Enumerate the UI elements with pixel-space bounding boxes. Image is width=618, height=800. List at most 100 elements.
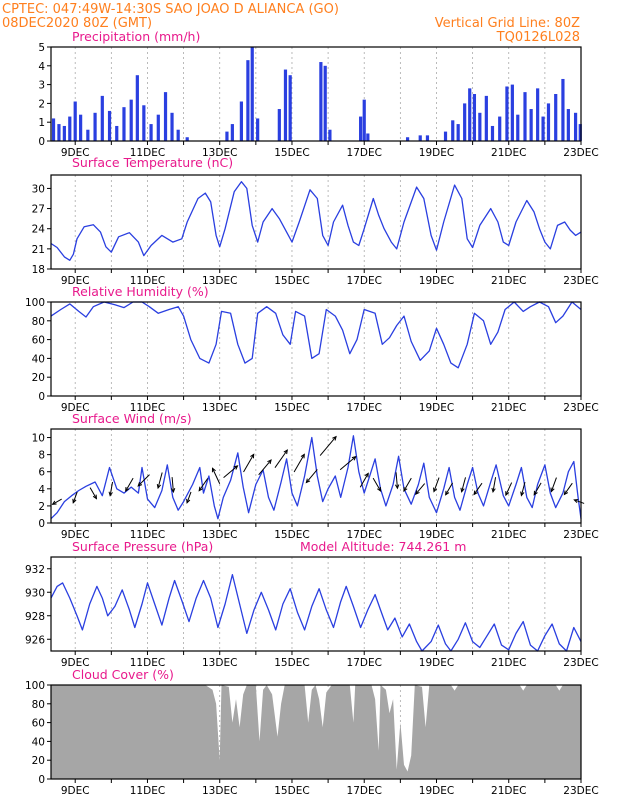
- precipitation-bar: [456, 124, 460, 141]
- precipitation-xtick-label: 19DEC: [419, 147, 454, 159]
- header-run-time: 08DEC2020 80Z (GMT): [2, 16, 152, 31]
- precipitation-xtick-label: 23DEC: [563, 147, 598, 159]
- humidity-xtick-label: 13DEC: [202, 402, 237, 414]
- humidity-ytick-label: 40: [32, 353, 45, 365]
- wind-arrow: [533, 482, 542, 496]
- wind-arrow: [198, 478, 209, 492]
- temperature-ytick-label: 30: [32, 183, 45, 195]
- cloud-cover-ytick-label: 60: [32, 718, 45, 730]
- precipitation-bar: [239, 101, 243, 141]
- pressure-frame: [50, 556, 582, 652]
- wind-arrow: [89, 487, 98, 500]
- wind-frame: [50, 428, 582, 524]
- precipitation-bar: [170, 112, 174, 141]
- precipitation-bar: [135, 75, 139, 141]
- panel-temperature: Surface Temperature (nC) 18 21 24 27 30 9DEC 1…: [32, 155, 599, 287]
- precipitation-bar: [277, 109, 281, 141]
- humidity-xtick-label: 11DEC: [130, 402, 165, 414]
- precipitation-bar: [51, 118, 56, 141]
- temperature-ytick-label: 18: [32, 264, 45, 276]
- humidity-xtick-label: 21DEC: [491, 402, 526, 414]
- temperature-xtick-label: 21DEC: [491, 275, 526, 287]
- temperature-ytick-label: 27: [32, 204, 45, 216]
- wind-xtick-label: 17DEC: [347, 529, 382, 541]
- precipitation-bar: [79, 114, 83, 141]
- cloud-cover-xtick-label: 17DEC: [347, 785, 382, 797]
- precipitation-bar: [328, 129, 332, 141]
- pressure-xtick-label: 15DEC: [274, 657, 309, 669]
- humidity-xtick-label: 19DEC: [419, 402, 454, 414]
- temperature-xtick-label: 11DEC: [130, 275, 165, 287]
- precipitation-xtick-label: 15DEC: [274, 147, 309, 159]
- temperature-xtick-label: 9DEC: [61, 275, 90, 287]
- precipitation-bar: [523, 92, 527, 141]
- panel-cloud-cover: Cloud Cover (%) 0 20 40 60 80 100 9DEC 11DEC 13D…: [25, 667, 599, 797]
- precipitation-bar: [366, 133, 370, 141]
- precipitation-xtick-label: 9DEC: [61, 147, 90, 159]
- humidity-ytick-label: 0: [38, 391, 45, 403]
- humidity-ytick-label: 80: [32, 316, 45, 328]
- wind-line: [50, 435, 582, 520]
- cloud-cover-title: Cloud Cover (%): [72, 667, 174, 682]
- precipitation-bar: [163, 92, 168, 141]
- cloud-cover-ytick-label: 80: [32, 699, 45, 711]
- precipitation-bar: [425, 135, 430, 141]
- temperature-xtick-label: 23DEC: [563, 275, 598, 287]
- humidity-title: Relative Humidity (%): [72, 284, 209, 299]
- cloud-cover-xtick-label: 11DEC: [130, 785, 165, 797]
- wind-arrow: [258, 459, 272, 476]
- precipitation-bar: [561, 78, 565, 141]
- wind-arrow: [274, 449, 288, 469]
- wind-arrow: [563, 482, 573, 496]
- wind-arrow: [72, 491, 78, 504]
- wind-xtick-label: 19DEC: [419, 529, 454, 541]
- precipitation-bar: [418, 135, 422, 141]
- temperature-xtick-label: 13DEC: [202, 275, 237, 287]
- wind-arrow: [491, 477, 497, 494]
- wind-arrow: [211, 467, 221, 484]
- model-altitude-note: Model Altitude: 744.261 m: [300, 539, 466, 554]
- wind-arrow: [445, 482, 454, 496]
- pressure-xtick-label: 11DEC: [130, 657, 165, 669]
- pressure-xtick-label: 17DEC: [347, 657, 382, 669]
- precipitation-bar: [225, 131, 229, 141]
- panel-precipitation: Precipitation (mm/h) 0 1 2 3 4 5 9DEC 11DEC 13DE…: [38, 29, 598, 159]
- precipitation-bar: [230, 124, 234, 141]
- temperature-xtick-label: 17DEC: [347, 275, 382, 287]
- wind-ytick-label: 6: [38, 467, 45, 479]
- precipitation-ytick-label: 5: [38, 42, 45, 54]
- cloud-cover-ytick-label: 100: [25, 680, 45, 692]
- wind-arrow: [473, 482, 483, 496]
- wind-arrow: [293, 453, 305, 473]
- wind-arrow: [186, 491, 192, 504]
- precipitation-xtick-label: 13DEC: [202, 147, 237, 159]
- humidity-xtick-label: 23DEC: [563, 402, 598, 414]
- panel-pressure: Surface Pressure (hPa) Model Altitude: 7…: [25, 539, 599, 669]
- wind-arrow: [433, 477, 440, 493]
- wind-arrow: [156, 472, 163, 490]
- precipitation-bar: [283, 69, 288, 141]
- precipitation-ytick-label: 4: [38, 61, 45, 73]
- pressure-xtick-label: 23DEC: [563, 657, 598, 669]
- precipitation-bar: [472, 94, 477, 141]
- wind-arrow: [520, 482, 526, 497]
- humidity-ytick-label: 60: [32, 335, 45, 347]
- precipitation-bar: [451, 120, 455, 141]
- pressure-xtick-label: 21DEC: [491, 657, 526, 669]
- wind-arrow: [359, 472, 369, 488]
- precipitation-bar: [122, 107, 126, 141]
- wind-ytick-label: 8: [38, 450, 45, 462]
- wind-arrow: [108, 481, 114, 497]
- precipitation-bar: [505, 86, 509, 141]
- pressure-xtick-label: 19DEC: [419, 657, 454, 669]
- wind-xtick-label: 15DEC: [274, 529, 309, 541]
- cloud-cover-frame: [50, 684, 582, 780]
- precipitation-bar: [256, 118, 260, 141]
- precipitation-bar: [478, 112, 482, 141]
- precipitation-bar: [546, 103, 551, 141]
- humidity-ytick-label: 20: [32, 372, 45, 384]
- cloud-cover-xtick-label: 23DEC: [563, 785, 598, 797]
- wind-ytick-label: 0: [38, 518, 45, 530]
- precipitation-bar: [107, 110, 112, 141]
